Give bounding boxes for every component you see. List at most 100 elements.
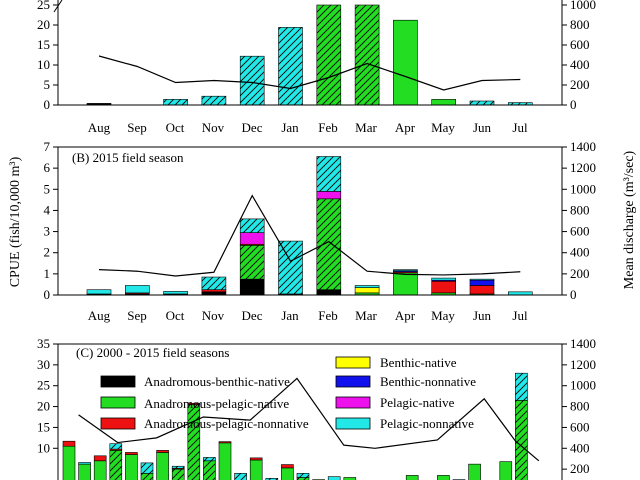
- tick-label: 600: [570, 419, 590, 434]
- bar-hatch: [515, 373, 528, 401]
- bar-segment: [125, 285, 150, 294]
- bar-segment: [218, 442, 232, 480]
- bar-segment: [316, 191, 342, 200]
- legend-label: Benthic-native: [380, 355, 457, 370]
- panel-b-month-labels: Aug Sep Oct Nov Dec Jan Feb Mar Apr May …: [88, 308, 528, 323]
- bar-hatch: [240, 218, 265, 233]
- tick-label: 1000: [570, 0, 596, 12]
- tick-label: 200: [570, 77, 590, 92]
- month-label: Apr: [395, 308, 416, 323]
- month-label: Nov: [202, 120, 225, 135]
- legend-swatch: [100, 375, 136, 388]
- bar-segment: [431, 99, 457, 106]
- tick-label: 800: [570, 17, 590, 32]
- bar-segment: [62, 445, 76, 480]
- bar-hatch: [201, 96, 226, 105]
- month-label: Feb: [318, 308, 338, 323]
- tick-label: 1000: [570, 181, 596, 196]
- panel-c-ticks: 10 15 20 25 30 35 200 400 600 800 1000 1200 1400: [37, 336, 596, 476]
- bar-segment: [499, 461, 513, 480]
- tick-label: 800: [570, 399, 590, 414]
- panel-a-ticks: 0 5 10 15 20 25 0 200 400 600 800 1000: [37, 0, 596, 112]
- bar-segment: [93, 455, 107, 462]
- month-label: Aug: [88, 120, 111, 135]
- tick-label: 0: [44, 97, 51, 112]
- tick-label: 200: [570, 461, 590, 476]
- bar-segment: [281, 464, 294, 469]
- bar-segment: [469, 285, 495, 295]
- legend-label: Anadromous-benthic-native: [144, 374, 290, 389]
- panel-b-bars: [86, 156, 533, 296]
- bar-segment: [393, 272, 418, 296]
- tick-label: 1000: [570, 378, 596, 393]
- panel-b-title: (B) 2015 field season: [72, 150, 184, 165]
- bar-segment: [316, 289, 342, 296]
- legend-swatch: [335, 396, 371, 409]
- panel-c: 10 15 20 25 30 35 200 400 600 800 1000 1200 1400 (C)…: [37, 336, 596, 480]
- panel-a-discharge-line: [98, 55, 521, 91]
- bar-segment: [239, 232, 265, 245]
- tick-label: 20: [37, 17, 50, 32]
- bar-segment: [327, 476, 341, 480]
- month-label: Oct: [166, 120, 185, 135]
- tick-label: 25: [37, 0, 50, 12]
- tick-label: 1200: [570, 357, 596, 372]
- tick-label: 5: [44, 77, 51, 92]
- tick-label: 7: [44, 139, 51, 154]
- bar-hatch: [172, 466, 185, 469]
- bar-hatch: [109, 443, 122, 450]
- bar-hatch: [316, 198, 341, 290]
- bar-segment: [343, 477, 357, 480]
- bar-segment: [125, 452, 138, 455]
- panel-a: 0 5 10 15 20 25 0 200 400 600 800 1000 Aug Sep Oct …: [37, 0, 596, 135]
- month-label: Nov: [202, 308, 225, 323]
- panel-c-discharge-line: [78, 377, 540, 462]
- month-label: Dec: [242, 120, 263, 135]
- panel-a-axes: [57, 0, 563, 106]
- panel-b-axes: [57, 146, 563, 296]
- tick-label: 10: [37, 57, 50, 72]
- bar-segment: [281, 467, 294, 480]
- legend-label: Pelagic-nonnative: [380, 416, 474, 431]
- month-label: Aug: [88, 308, 111, 323]
- tick-label: 0: [570, 97, 577, 112]
- panel-a-axis-break: [53, 0, 63, 13]
- month-label: Sep: [127, 120, 147, 135]
- tick-label: 3: [44, 224, 51, 239]
- bar-hatch: [297, 473, 309, 478]
- bar-hatch: [515, 400, 528, 480]
- bar-segment: [405, 475, 419, 480]
- panel-c-axes: [57, 343, 563, 480]
- panel-b-ticks: 0 1 2 3 4 5 6 7 0 200 400 600 800 1000 1200 1400: [44, 139, 597, 302]
- panel-b-discharge-line: [98, 194, 521, 277]
- bar-segment: [431, 277, 457, 281]
- tick-label: 6: [44, 160, 51, 175]
- tick-label: 0: [570, 287, 577, 302]
- legend-swatch: [100, 396, 136, 409]
- bar-hatch: [201, 277, 226, 290]
- tick-label: 30: [37, 357, 50, 372]
- bar-segment: [163, 291, 188, 295]
- tick-label: 1200: [570, 160, 596, 175]
- bar-segment: [393, 269, 418, 271]
- tick-label: 600: [570, 37, 590, 52]
- bar-segment: [431, 280, 457, 294]
- bar-hatch: [234, 473, 247, 480]
- bar-segment: [354, 285, 380, 288]
- bar-segment: [393, 19, 418, 106]
- tick-label: 35: [37, 336, 50, 351]
- bar-segment: [78, 462, 91, 465]
- legend-swatch: [100, 417, 136, 430]
- month-label: Jul: [512, 308, 528, 323]
- month-label: Feb: [318, 120, 338, 135]
- month-label: Jun: [473, 308, 492, 323]
- month-label: Dec: [242, 308, 263, 323]
- bar-hatch: [508, 102, 533, 105]
- bar-segment: [249, 457, 263, 461]
- bar-segment: [249, 459, 263, 480]
- tick-label: 0: [44, 287, 51, 302]
- bar-segment: [125, 454, 138, 480]
- month-label: Oct: [166, 308, 185, 323]
- tick-label: 10: [37, 440, 50, 455]
